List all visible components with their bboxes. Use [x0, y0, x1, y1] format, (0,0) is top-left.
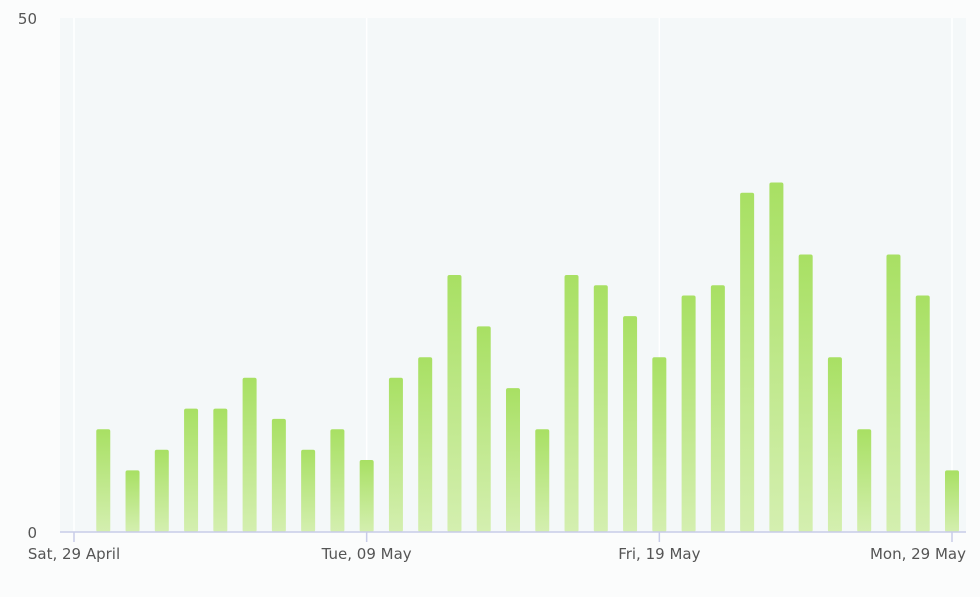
y-tick-label: 50: [18, 10, 37, 28]
bar[interactable]: [915, 295, 930, 532]
bar[interactable]: [506, 388, 520, 532]
bar[interactable]: [125, 470, 140, 532]
bars: [96, 182, 959, 533]
bar[interactable]: [476, 326, 491, 532]
x-tick-label: Sat, 29 April: [28, 545, 120, 563]
bar[interactable]: [593, 285, 608, 532]
bar[interactable]: [213, 408, 228, 532]
bar[interactable]: [652, 357, 667, 532]
bar[interactable]: [96, 429, 111, 532]
bar[interactable]: [710, 285, 725, 532]
bar[interactable]: [886, 254, 901, 532]
bar[interactable]: [945, 470, 959, 532]
bar[interactable]: [447, 275, 462, 532]
bar[interactable]: [418, 357, 433, 532]
bar[interactable]: [681, 295, 696, 532]
bar[interactable]: [359, 460, 374, 532]
x-tick-label: Tue, 09 May: [321, 545, 412, 563]
x-tick-label: Mon, 29 May: [870, 545, 966, 563]
bar[interactable]: [798, 254, 813, 532]
bar[interactable]: [242, 377, 257, 532]
bar[interactable]: [388, 377, 403, 532]
bar[interactable]: [535, 429, 550, 532]
bar[interactable]: [271, 418, 286, 532]
bar[interactable]: [623, 316, 638, 532]
bar[interactable]: [330, 429, 345, 532]
bar[interactable]: [827, 357, 842, 532]
bar[interactable]: [740, 192, 755, 532]
y-axis-ticks: 0 50: [18, 10, 37, 542]
bar[interactable]: [857, 429, 872, 532]
bar[interactable]: [769, 182, 784, 533]
y-tick-label: 0: [27, 524, 37, 542]
bar[interactable]: [564, 275, 579, 532]
x-tick-label: Fri, 19 May: [618, 545, 700, 563]
bar[interactable]: [184, 408, 199, 532]
x-axis-ticks: Sat, 29 April Tue, 09 May Fri, 19 May Mon, …: [28, 532, 966, 563]
bar[interactable]: [301, 449, 316, 532]
bar[interactable]: [154, 449, 169, 532]
